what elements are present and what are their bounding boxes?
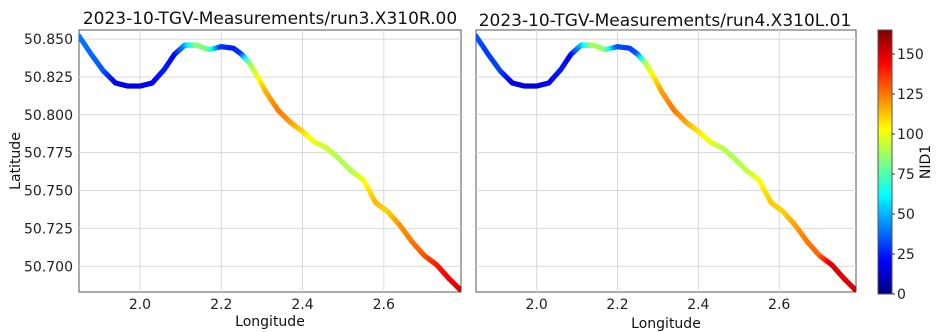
y-tick-labels: 50.850 50.825 50.800 50.775 50.750 50.725 50.7… xyxy=(24,32,73,275)
x-tick-label: 2.0 xyxy=(129,297,151,313)
colorbar-tick-label: 25 xyxy=(897,247,915,263)
colorbar-tick-label: 0 xyxy=(897,287,906,303)
colorbar-tick-label: 100 xyxy=(897,127,924,143)
y-tick-label: 50.825 xyxy=(24,70,73,86)
chart-title: 2023-10-TGV-Measurements/run4.X310L.01 xyxy=(479,11,852,31)
grid-lines xyxy=(476,30,856,292)
x-axis-label: Longitude xyxy=(235,314,305,330)
x-tick-labels: 2.0 2.2 2.4 2.6 xyxy=(129,297,395,313)
data-points xyxy=(476,33,856,292)
data-points xyxy=(79,33,461,292)
plot-frame xyxy=(475,29,857,293)
x-axis-label: Longitude xyxy=(631,316,701,332)
colorbar-tick-label: 125 xyxy=(897,87,924,103)
colorbar: 0 25 50 75 100 125 150 NID1 xyxy=(877,29,934,303)
plot-frame xyxy=(78,29,462,293)
y-tick-label: 50.750 xyxy=(24,184,73,200)
grid-lines xyxy=(79,30,461,292)
chart-title: 2023-10-TGV-Measurements/run3.X310R.00 xyxy=(83,9,457,29)
data-point xyxy=(458,287,461,292)
chart-panel-run3: 2.0 2.2 2.4 2.6 50.85050.82550.80050.77550.… xyxy=(8,9,462,330)
x-tick-label: 2.6 xyxy=(768,297,790,313)
x-tick-label: 2.4 xyxy=(291,297,313,313)
colorbar-tick-label: 50 xyxy=(897,207,915,223)
colorbar-tick-label: 75 xyxy=(897,167,915,183)
x-tick-label: 2.0 xyxy=(526,297,548,313)
y-tick-label: 50.850 xyxy=(24,32,73,48)
x-tick-label: 2.2 xyxy=(210,297,232,313)
y-tick-label: 50.775 xyxy=(24,146,73,162)
data-point xyxy=(853,287,856,292)
colorbar-tick-labels: 0 25 50 75 100 125 150 xyxy=(892,47,924,303)
x-tick-label: 2.4 xyxy=(687,297,709,313)
x-tick-labels: 2.0 2.2 2.4 2.6 xyxy=(526,297,791,313)
y-tick-label: 50.725 xyxy=(24,221,73,237)
colorbar-tick-label: 150 xyxy=(897,47,924,63)
chart-panel-run4: 2.0 2.2 2.4 2.6 2023-10-TGV-Measurements/ru… xyxy=(475,11,857,332)
x-tick-label: 2.6 xyxy=(373,297,395,313)
colorbar-gradient xyxy=(877,29,893,295)
y-tick-label: 50.700 xyxy=(24,259,73,275)
y-tick-label: 50.800 xyxy=(24,108,73,124)
colorbar-label: NID1 xyxy=(918,145,934,179)
x-tick-label: 2.2 xyxy=(606,297,628,313)
y-axis-label: Latitude xyxy=(8,132,24,190)
